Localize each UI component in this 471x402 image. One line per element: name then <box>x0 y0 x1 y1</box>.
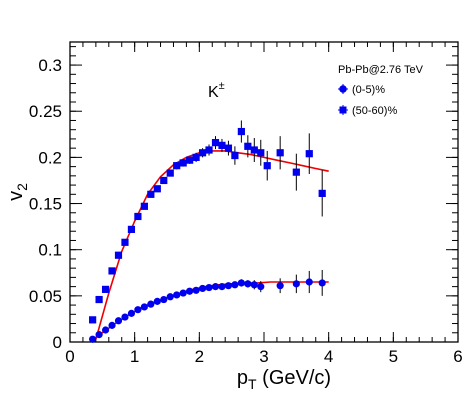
particle-annotation: K± <box>208 80 225 101</box>
data-point-square <box>95 295 103 304</box>
data-point-circle <box>166 293 174 301</box>
data-point-circle <box>160 295 168 304</box>
data-point-circle <box>101 326 110 334</box>
data-point-circle <box>305 278 313 286</box>
data-point-circle <box>147 300 155 308</box>
data-point-square <box>276 149 284 157</box>
data-point-square <box>134 212 142 221</box>
y-tick-label: 0.3 <box>38 56 62 75</box>
data-point-square <box>211 139 220 147</box>
data-point-circle <box>231 281 239 289</box>
y-tick-label: 0 <box>53 333 62 352</box>
data-point-square <box>179 159 187 167</box>
legend-title: Pb-Pb@2.76 TeV <box>338 64 424 76</box>
y-tick-label: 0.05 <box>29 287 62 306</box>
data-point-square <box>198 149 207 157</box>
x-tick-label: 2 <box>195 347 204 366</box>
axis-ticks: 0 1 2 3 4 5 6 0 0.05 0.1 0.15 0.2 0.25 0.3 <box>29 42 463 366</box>
y-tick-label: 0.2 <box>38 148 62 167</box>
x-tick-label: 5 <box>389 347 398 366</box>
data-point-square <box>127 225 136 233</box>
x-tick-label: 3 <box>259 347 268 366</box>
data-point-square <box>237 127 245 136</box>
data-point-circle <box>244 280 252 288</box>
data-point-circle <box>192 286 200 294</box>
data-point-square <box>224 144 233 152</box>
data-point-circle <box>198 284 207 293</box>
data-point-circle <box>114 317 123 325</box>
data-point-square <box>218 141 226 149</box>
data-point-circle <box>224 282 233 290</box>
data-point-square <box>257 149 265 157</box>
data-point-square <box>140 202 148 210</box>
data-point-circle <box>95 331 103 339</box>
data-point-circle <box>237 279 245 287</box>
data-point-circle <box>292 280 300 288</box>
data-point-square <box>292 168 300 176</box>
data-point-circle <box>250 281 258 289</box>
x-tick-label: 1 <box>130 347 139 366</box>
data-point-square <box>192 153 200 161</box>
data-markers <box>89 120 326 343</box>
data-point-circle <box>140 303 148 311</box>
y-axis-title: v2 <box>5 183 30 201</box>
data-point-square <box>205 146 213 154</box>
data-point-circle <box>186 287 194 295</box>
data-point-square <box>244 142 252 150</box>
data-point-circle <box>127 309 136 317</box>
data-point-square <box>101 285 110 293</box>
y-tick-label: 0.15 <box>29 195 62 214</box>
data-point-circle <box>108 321 116 329</box>
data-point-square <box>121 238 129 246</box>
y-tick-label: 0.1 <box>38 241 62 260</box>
legend-marker-circle <box>339 85 347 93</box>
data-point-square <box>108 267 116 275</box>
data-point-circle <box>89 335 97 343</box>
data-point-circle <box>179 289 187 297</box>
data-point-circle <box>257 283 265 291</box>
data-point-circle <box>318 279 326 287</box>
data-point-square <box>231 151 239 160</box>
data-point-circle <box>276 282 284 290</box>
data-point-square <box>166 169 174 177</box>
data-point-circle <box>211 283 220 291</box>
data-point-square <box>305 150 313 158</box>
data-point-square <box>250 146 258 154</box>
data-point-square <box>263 162 271 170</box>
legend-label-central: (0-5)% <box>352 84 385 96</box>
x-tick-label: 0 <box>65 347 74 366</box>
data-point-circle <box>205 283 213 292</box>
data-point-square <box>160 176 168 185</box>
data-point-square <box>153 185 161 193</box>
data-point-circle <box>134 306 142 314</box>
x-tick-label: 4 <box>324 347 333 366</box>
y-tick-label: 0.25 <box>29 102 62 121</box>
legend-marker-square <box>339 106 347 114</box>
data-point-circle <box>173 291 181 299</box>
legend: Pb-Pb@2.76 TeV (0-5)% (50-60)% <box>338 64 424 117</box>
legend-item-peripheral: (50-60)% <box>338 105 397 117</box>
plot-frame <box>69 41 459 343</box>
data-point-circle <box>218 283 226 291</box>
data-point-square <box>173 162 181 170</box>
x-axis-title: pT (GeV/c) <box>237 367 331 392</box>
legend-label-peripheral: (50-60)% <box>352 105 397 117</box>
data-point-square <box>114 251 123 259</box>
legend-item-central: (0-5)% <box>338 84 385 96</box>
data-point-square <box>147 190 155 198</box>
data-point-square <box>186 156 194 164</box>
data-point-square <box>318 189 326 197</box>
x-tick-label: 6 <box>453 347 462 366</box>
data-point-square <box>89 316 97 324</box>
data-point-circle <box>121 313 129 321</box>
data-point-circle <box>153 297 161 305</box>
